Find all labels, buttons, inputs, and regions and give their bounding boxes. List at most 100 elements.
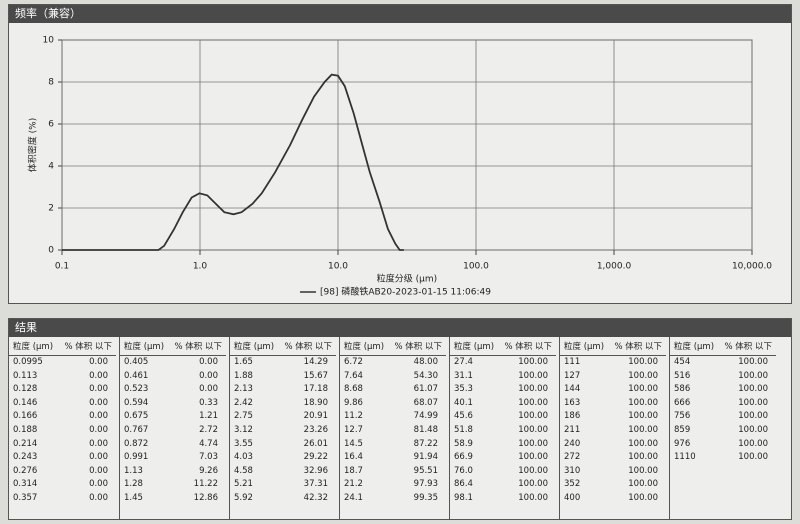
table-row: 0.314 0.00 [9, 478, 116, 492]
data-line [62, 73, 404, 251]
size-cell: 24.1 [344, 492, 363, 503]
plot-area [61, 39, 753, 251]
table-row: 0.872 4.74 [120, 438, 226, 452]
size-cell: 976 [674, 438, 691, 449]
size-cell: 6.72 [344, 357, 363, 367]
chart: 体积密度 (%) 粒度分级 (μm) 0 2 4 6 8 10 0.1 1.0 10.0 100.… [27, 36, 773, 298]
percent-cell: 0.00 [89, 370, 108, 381]
table-row: 51.8 100.00 [450, 424, 556, 438]
percent-cell: 0.00 [89, 384, 108, 395]
size-cell: 21.2 [344, 479, 363, 490]
y-tick-label: 4 [48, 162, 54, 172]
percent-cell: 0.00 [89, 438, 108, 449]
size-cell: 2.75 [234, 411, 253, 422]
table-row: 111 100.00 [560, 356, 666, 370]
column-group: 粒度 (μm) % 体积 以下 0.405 0.00 0.461 0.00 0.523 0.0… [119, 337, 226, 519]
percent-cell: 100.00 [518, 357, 548, 367]
header-percent: % 体积 以下 [504, 342, 552, 352]
size-cell: 859 [674, 424, 691, 435]
size-cell: 666 [674, 397, 691, 408]
size-cell: 0.214 [13, 438, 38, 449]
table-row: 0.276 0.00 [9, 465, 116, 479]
table-row: 859 100.00 [670, 424, 776, 438]
percent-cell: 100.00 [738, 452, 768, 463]
percent-cell: 32.96 [303, 465, 328, 476]
x-tick-label: 100.0 [463, 262, 489, 272]
percent-cell: 0.00 [89, 465, 108, 476]
percent-cell: 0.33 [199, 397, 218, 408]
percent-cell: 100.00 [628, 384, 658, 395]
size-cell: 2.13 [234, 384, 253, 395]
table-row: 0.405 0.00 [120, 356, 226, 370]
percent-cell: 81.48 [413, 424, 438, 435]
table-row: 352 100.00 [560, 478, 666, 492]
table-row: 0.523 0.00 [120, 383, 226, 397]
y-tick-label: 0 [48, 246, 54, 256]
header-size: 粒度 (μm) [454, 342, 495, 352]
x-tick-label: 0.1 [55, 262, 69, 272]
table-row: 11.2 74.99 [340, 410, 446, 424]
percent-cell: 20.91 [303, 411, 328, 422]
percent-cell: 100.00 [518, 397, 548, 408]
table-row: 86.4 100.00 [450, 478, 556, 492]
size-cell: 45.6 [454, 411, 473, 422]
table-row: 0.767 2.72 [120, 424, 226, 438]
table-row: 516 100.00 [670, 370, 776, 384]
table-row: 8.68 61.07 [340, 383, 446, 397]
percent-cell: 100.00 [628, 424, 658, 435]
percent-cell: 0.00 [199, 384, 218, 395]
percent-cell: 100.00 [628, 438, 658, 449]
percent-cell: 100.00 [628, 479, 658, 490]
header-percent: % 体积 以下 [174, 342, 222, 352]
x-tick-label: 10.0 [328, 262, 348, 272]
size-cell: 454 [674, 357, 691, 367]
size-cell: 0.314 [13, 479, 38, 490]
table-row: 586 100.00 [670, 383, 776, 397]
percent-cell: 9.26 [199, 465, 218, 476]
header-size: 粒度 (μm) [13, 342, 54, 352]
column-group: 粒度 (μm) % 体积 以下 27.4 100.00 31.1 100.00 35.3 10… [449, 337, 556, 519]
size-cell: 9.86 [344, 397, 363, 408]
column-group: 粒度 (μm) % 体积 以下 111 100.00 127 100.00 144 100.0… [559, 337, 666, 519]
percent-cell: 48.00 [413, 357, 438, 367]
size-cell: 0.276 [13, 465, 38, 476]
percent-cell: 97.93 [413, 479, 438, 490]
percent-cell: 0.00 [199, 357, 218, 367]
size-cell: 0.523 [124, 384, 149, 395]
table-row: 0.357 0.00 [9, 492, 116, 506]
percent-cell: 0.00 [199, 370, 218, 381]
table-row: 35.3 100.00 [450, 383, 556, 397]
size-cell: 0.113 [13, 370, 38, 381]
size-cell: 0.991 [124, 452, 149, 463]
table-row: 1.28 11.22 [120, 478, 226, 492]
size-cell: 0.767 [124, 424, 149, 435]
table-row: 98.1 100.00 [450, 492, 556, 506]
size-cell: 5.21 [234, 479, 253, 490]
legend-label: [98] 磷酸铁AB20-2023-01-15 11:06:49 [320, 286, 491, 298]
size-cell: 3.12 [234, 424, 253, 435]
column-group: 粒度 (μm) % 体积 以下 454 100.00 516 100.00 586 100.0… [669, 337, 776, 519]
y-axis-label: 体积密度 (%) [27, 118, 39, 172]
size-cell: 211 [564, 424, 581, 435]
size-cell: 2.42 [234, 397, 253, 408]
size-cell: 0.166 [13, 411, 38, 422]
percent-cell: 26.01 [303, 438, 328, 449]
size-cell: 0.0995 [13, 357, 43, 367]
size-cell: 8.68 [344, 384, 363, 395]
percent-cell: 0.00 [89, 479, 108, 490]
table-row: 211 100.00 [560, 424, 666, 438]
percent-cell: 100.00 [628, 411, 658, 422]
percent-cell: 100.00 [628, 492, 658, 503]
size-cell: 0.188 [13, 424, 38, 435]
percent-cell: 7.03 [199, 452, 218, 463]
size-cell: 1.88 [234, 370, 253, 381]
percent-cell: 100.00 [518, 452, 548, 463]
percent-cell: 95.51 [413, 465, 438, 476]
size-cell: 1.45 [124, 492, 143, 503]
table-row: 0.675 1.21 [120, 410, 226, 424]
size-cell: 163 [564, 397, 581, 408]
percent-cell: 100.00 [738, 370, 768, 381]
header-size: 粒度 (μm) [124, 342, 165, 352]
table-row: 7.64 54.30 [340, 370, 446, 384]
percent-cell: 100.00 [738, 438, 768, 449]
